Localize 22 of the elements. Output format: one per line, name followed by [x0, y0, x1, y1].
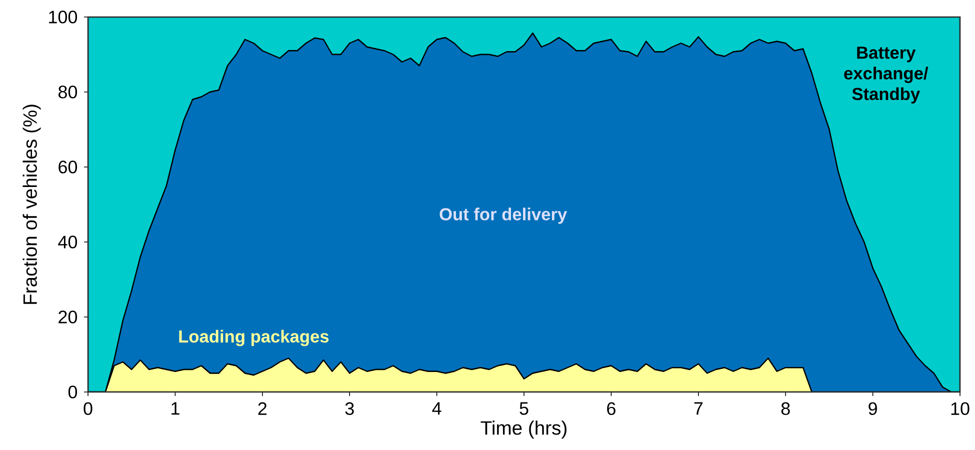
series-label: Out for delivery: [440, 208, 568, 224]
x-tick-label: 7: [694, 402, 703, 415]
x-tick-label: 8: [781, 402, 790, 416]
series-label: Loading packages: [179, 330, 329, 346]
x-tick-label: 1: [172, 402, 180, 415]
x-tick-label: 4: [432, 402, 442, 415]
x-tick-label: 3: [345, 402, 354, 416]
x-axis-title: Time (hrs): [480, 420, 566, 439]
series-label: Battery exchange/Standby: [844, 46, 928, 104]
x-tick-label: 2: [258, 402, 267, 415]
x-tick-label: 5: [520, 402, 528, 415]
y-tick-label: 80: [58, 86, 78, 98]
y-tick-label: 60: [58, 160, 78, 174]
x-tick-label: 10: [951, 402, 970, 416]
x-tick-label: 6: [607, 402, 616, 416]
y-tick-label: 0: [68, 386, 78, 398]
y-tick-label: 20: [58, 310, 78, 324]
y-tick-label: 40: [58, 236, 78, 248]
y-axis-title: Fraction of vehicles (%): [22, 104, 41, 304]
x-tick-label: 0: [84, 402, 92, 416]
y-tick-label: 100: [49, 10, 78, 24]
x-tick-label: 9: [868, 402, 877, 416]
